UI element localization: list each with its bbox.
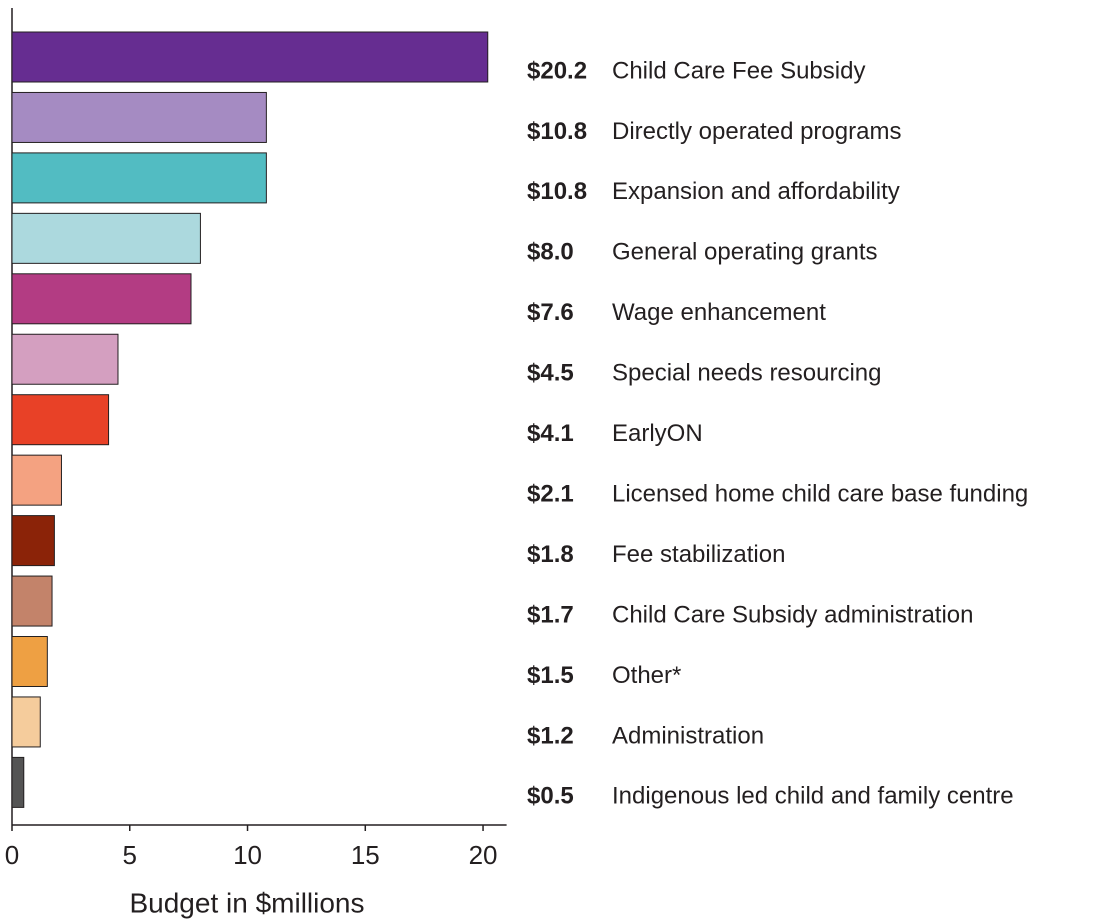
bar	[11, 152, 267, 204]
value-label: $1.8	[527, 541, 574, 568]
x-tick-label: 5	[123, 840, 137, 870]
category-label: Child Care Subsidy administration	[612, 601, 974, 628]
bar	[11, 696, 41, 748]
category-label: Administration	[612, 722, 764, 749]
x-tick-label: 15	[351, 840, 380, 870]
category-label: Indigenous led child and family centre	[612, 783, 1014, 810]
value-label: $8.0	[527, 239, 574, 266]
value-label: $7.6	[527, 299, 574, 326]
bar	[11, 91, 267, 143]
bar	[11, 31, 489, 83]
category-label: Expansion and affordability	[612, 178, 900, 205]
category-label: Licensed home child care base funding	[612, 480, 1028, 507]
value-label: $4.5	[527, 360, 574, 387]
value-label: $1.7	[527, 601, 574, 628]
value-label: $4.1	[527, 420, 574, 447]
category-label: EarlyON	[612, 420, 703, 447]
category-label: Child Care Fee Subsidy	[612, 57, 865, 84]
bar	[11, 212, 201, 264]
value-label: $2.1	[527, 480, 574, 507]
bar	[11, 575, 53, 627]
value-label: $1.2	[527, 722, 574, 749]
bar	[11, 273, 192, 325]
category-label: Fee stabilization	[612, 541, 785, 568]
value-label: $0.5	[527, 783, 574, 810]
bar	[11, 394, 110, 446]
category-label: Special needs resourcing	[612, 360, 882, 387]
x-tick-label: 0	[5, 840, 19, 870]
x-tick-label: 20	[469, 840, 498, 870]
value-label: $10.8	[527, 178, 587, 205]
bar	[11, 515, 55, 567]
category-label: Other*	[612, 662, 681, 689]
category-label: Directly operated programs	[612, 118, 901, 145]
bar	[11, 333, 119, 385]
category-label: Wage enhancement	[612, 299, 826, 326]
value-label: $1.5	[527, 662, 574, 689]
x-tick-label: 10	[233, 840, 262, 870]
bar	[11, 756, 25, 808]
x-axis-title: Budget in $millions	[129, 887, 364, 918]
bar	[11, 636, 48, 687]
category-label: General operating grants	[612, 239, 878, 266]
bar	[11, 454, 62, 506]
value-label: $20.2	[527, 57, 587, 84]
value-label: $10.8	[527, 118, 587, 145]
